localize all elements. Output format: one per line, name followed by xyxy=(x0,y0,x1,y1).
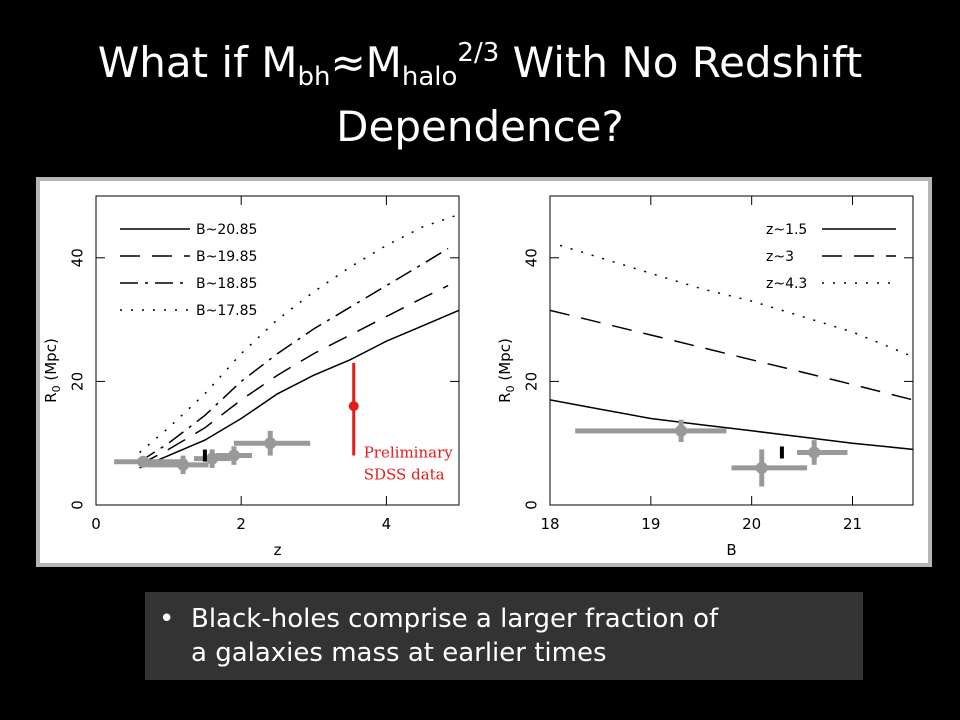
y-axis-label-sub: 0 xyxy=(504,385,517,392)
plot-axes-box xyxy=(549,195,914,506)
x-tick-label: 4 xyxy=(382,515,392,533)
y-axis-label-main: R xyxy=(496,392,514,402)
y-axis-label-unit: (Mpc) xyxy=(42,338,60,385)
x-tick-label: 19 xyxy=(641,515,660,533)
y-tick-label: 20 xyxy=(69,372,87,391)
series-line xyxy=(550,309,913,401)
x-axis-label: B xyxy=(726,541,736,559)
figure-background xyxy=(40,181,928,563)
x-axis-label: z xyxy=(274,541,282,559)
sdss-label-line-1: Preliminary xyxy=(364,444,454,462)
data-point xyxy=(137,455,150,468)
y-axis-label: R0 (Mpc) xyxy=(42,338,63,403)
sdss-point xyxy=(348,401,359,412)
bullet-box: • Black-holes comprise a larger fraction… xyxy=(145,592,863,680)
slide-title: What if Mbh≈Mhalo2/3 With No Redshift De… xyxy=(0,28,960,152)
sdss-label-line-2: SDSS data xyxy=(364,466,445,484)
y-tick-label: 40 xyxy=(523,248,541,267)
legend-label: B~18.85 xyxy=(196,276,257,292)
legend-label: z~3 xyxy=(766,249,794,265)
legend-label: B~17.85 xyxy=(196,303,257,319)
data-point xyxy=(755,461,768,474)
y-axis-label: R0 (Mpc) xyxy=(496,338,517,403)
data-point xyxy=(808,446,821,459)
x-tick-label: 18 xyxy=(540,515,559,533)
bullet-dot: • xyxy=(159,604,175,634)
data-point xyxy=(177,458,190,471)
bullet-line-1: Black-holes comprise a larger fraction o… xyxy=(191,604,719,634)
title-line-1: What if Mbh≈Mhalo2/3 With No Redshift xyxy=(97,38,863,92)
y-tick-label: 40 xyxy=(69,248,87,267)
y-tick-label: 20 xyxy=(523,372,541,391)
x-tick-label: 0 xyxy=(91,515,101,533)
data-point xyxy=(264,437,277,450)
data-point xyxy=(206,452,219,465)
series-line xyxy=(139,247,449,463)
y-axis-label-unit: (Mpc) xyxy=(496,338,514,385)
y-tick-label: 0 xyxy=(69,500,87,510)
x-tick-label: 21 xyxy=(843,515,862,533)
y-axis-label-sub: 0 xyxy=(50,385,63,392)
data-point xyxy=(227,449,240,462)
series-line xyxy=(139,309,459,469)
y-tick-label: 0 xyxy=(523,500,541,510)
legend-label: z~4.3 xyxy=(766,276,807,292)
plot-axes-box xyxy=(95,195,460,506)
data-point xyxy=(675,424,688,437)
legend-label: z~1.5 xyxy=(766,222,807,238)
series-line xyxy=(550,399,913,451)
legend-label: B~20.85 xyxy=(196,222,257,238)
legend-label: B~19.85 xyxy=(196,249,257,265)
bullet-line-2: a galaxies mass at earlier times xyxy=(191,638,607,668)
x-tick-label: 20 xyxy=(742,515,761,533)
y-axis-label-main: R xyxy=(42,392,60,402)
x-tick-label: 2 xyxy=(236,515,246,533)
title-line-2: Dependence? xyxy=(336,102,624,151)
